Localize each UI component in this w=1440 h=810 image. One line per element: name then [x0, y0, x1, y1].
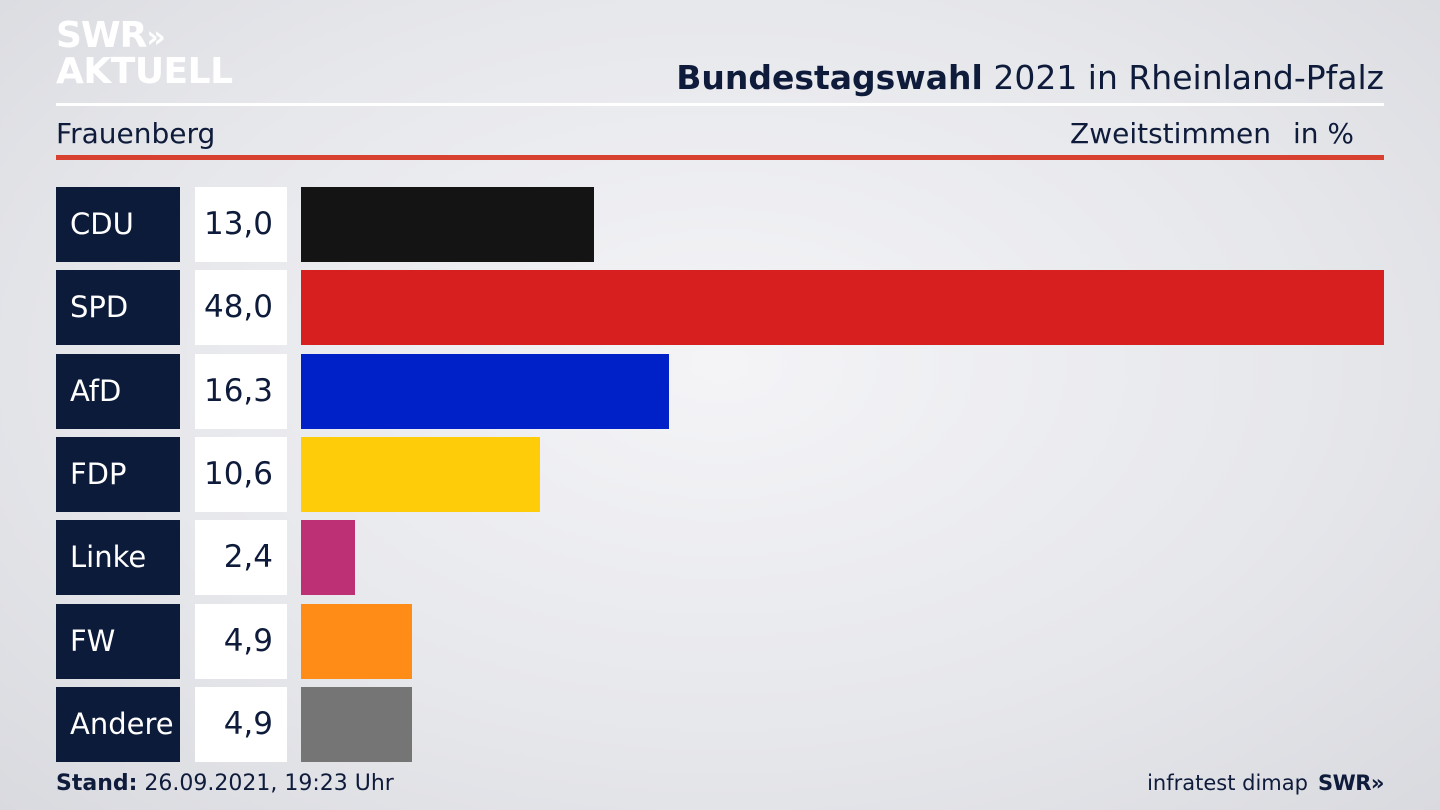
- party-label: SPD: [56, 270, 180, 345]
- chevrons-icon: »: [146, 20, 166, 55]
- swr-logo: SWR»: [1317, 771, 1385, 795]
- chart-row: AfD 16,3: [56, 354, 1384, 429]
- data-label: 48,0: [195, 270, 287, 345]
- chart-row: FDP 10,6: [56, 437, 1384, 512]
- data-label: 4,9: [195, 687, 287, 762]
- source-credit: infratest dimap SWR»: [1147, 771, 1384, 795]
- bar-fw: [301, 604, 412, 679]
- location-label: Frauenberg: [56, 117, 216, 150]
- header-divider: [56, 103, 1384, 106]
- bar-andere: [301, 687, 412, 762]
- party-label: AfD: [56, 354, 180, 429]
- data-label: 4,9: [195, 604, 287, 679]
- bar-fdp: [301, 437, 540, 512]
- bar-spd: [301, 270, 1384, 345]
- swr-aktuell-logo: SWR» AKTUELL: [56, 15, 233, 92]
- data-label: 13,0: [195, 187, 287, 262]
- data-label: 16,3: [195, 354, 287, 429]
- party-label: Linke: [56, 520, 180, 595]
- measure-label: Zweitstimmen in %: [1070, 117, 1354, 150]
- data-label: 2,4: [195, 520, 287, 595]
- chart-row: Linke 2,4: [56, 520, 1384, 595]
- chart-row: FW 4,9: [56, 604, 1384, 679]
- bar-afd: [301, 354, 669, 429]
- party-label: FW: [56, 604, 180, 679]
- accent-divider: [56, 155, 1384, 160]
- party-label: Andere: [56, 687, 180, 762]
- data-label: 10,6: [195, 437, 287, 512]
- chart-row: CDU 13,0: [56, 187, 1384, 262]
- party-label: FDP: [56, 437, 180, 512]
- bar-linke: [301, 520, 355, 595]
- timestamp: Stand: 26.09.2021, 19:23 Uhr: [56, 771, 394, 796]
- party-label: CDU: [56, 187, 180, 262]
- page-title: Bundestagswahl 2021 in Rheinland-Pfalz: [676, 58, 1384, 97]
- chart-row: Andere 4,9: [56, 687, 1384, 762]
- bar-cdu: [301, 187, 594, 262]
- chart-row: SPD 48,0: [56, 270, 1384, 345]
